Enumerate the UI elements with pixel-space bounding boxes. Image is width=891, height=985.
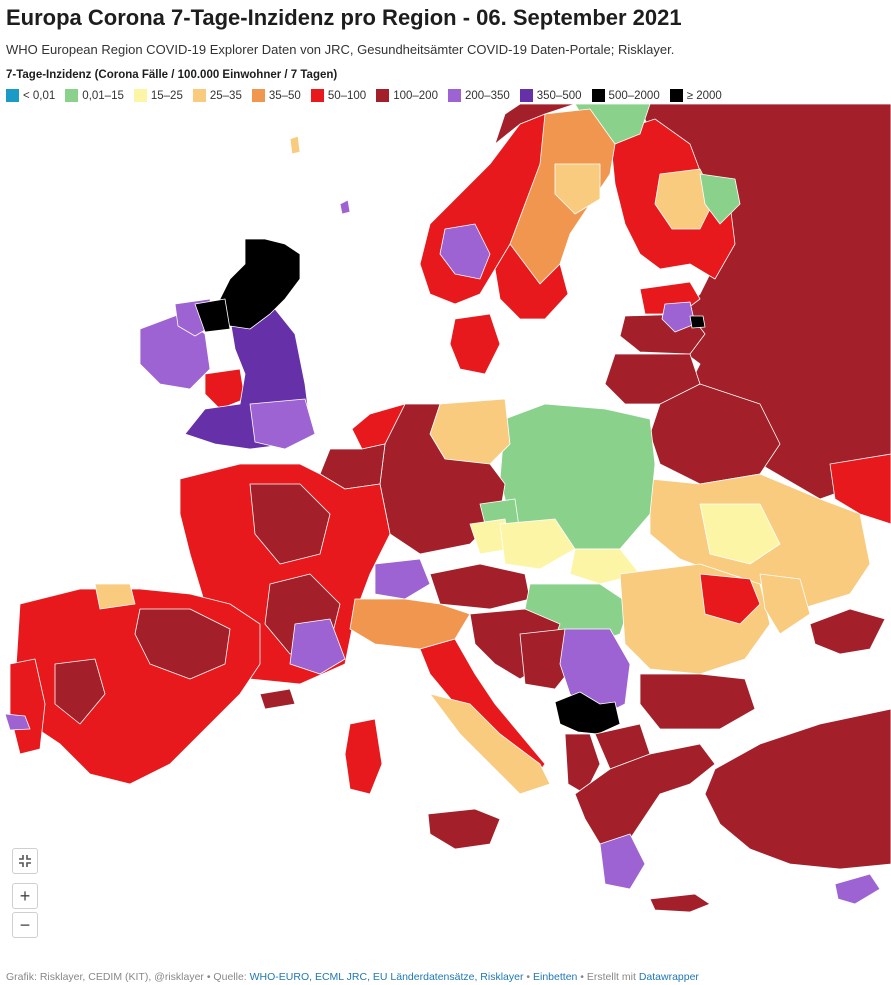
legend-title: 7-Tage-Inzidenz (Corona Fälle / 100.000 … [6, 69, 338, 81]
region-latvia-black[interactable] [689, 315, 706, 329]
legend-swatch [65, 89, 79, 102]
datawrapper-link[interactable]: Datawrapper [638, 971, 699, 983]
legend-label: 100–200 [393, 89, 438, 102]
region-switzerland[interactable] [374, 558, 431, 600]
region-moldova[interactable] [759, 573, 811, 635]
legend-label: 500–2000 [608, 89, 660, 102]
region-wales[interactable] [204, 368, 246, 410]
sources-link[interactable]: WHO-EURO, ECML JRC, EU Länderdatensätze,… [249, 971, 524, 983]
region-portugal[interactable] [9, 658, 46, 755]
collapse-icon [19, 855, 31, 867]
region-ukraine-light[interactable] [699, 503, 781, 565]
region-balearic[interactable] [259, 688, 296, 710]
region-albania[interactable] [564, 733, 601, 795]
legend-label: ≥ 2000 [686, 89, 722, 102]
legend-swatch [310, 89, 324, 102]
region-shetland[interactable] [289, 135, 301, 155]
legend: < 0,01 0,01–15 15–25 25–35 35–50 50–100 … [6, 89, 722, 102]
region-scotland[interactable] [209, 238, 301, 330]
footer-credit: Grafik: Risklayer, CEDIM (KIT), @risklay… [6, 971, 250, 983]
region-portugal-purple[interactable] [4, 713, 31, 731]
region-england-south[interactable] [249, 398, 316, 450]
region-norway-north[interactable] [494, 104, 576, 145]
region-montenegro-kosovo[interactable] [554, 691, 621, 735]
region-turkey[interactable] [704, 708, 891, 870]
region-spain-dark[interactable] [134, 608, 231, 680]
legend-item: 0,01–15 [65, 89, 124, 102]
legend-swatch [376, 89, 390, 102]
chart-title: Europa Corona 7-Tage-Inzidenz pro Region… [6, 5, 682, 30]
region-greece[interactable] [574, 743, 716, 855]
legend-label: 0,01–15 [82, 89, 124, 102]
legend-swatch [447, 89, 461, 102]
legend-swatch [519, 89, 533, 102]
legend-swatch [192, 89, 206, 102]
region-sweden-mid[interactable] [554, 163, 601, 215]
region-spain-dark2[interactable] [54, 658, 106, 725]
legend-item: 25–35 [192, 89, 242, 102]
map-svg[interactable] [0, 104, 891, 962]
legend-label: 200–350 [464, 89, 510, 102]
zoom-in-button[interactable]: + [12, 883, 38, 909]
region-sicily[interactable] [427, 808, 501, 850]
legend-swatch [133, 89, 147, 102]
region-finland-east[interactable] [654, 168, 716, 230]
region-romania-red[interactable] [699, 573, 761, 625]
legend-label: 350–500 [536, 89, 582, 102]
legend-item: 200–350 [447, 89, 510, 102]
fullscreen-button[interactable] [12, 848, 38, 874]
region-faroe[interactable] [339, 199, 351, 215]
legend-item: 350–500 [519, 89, 582, 102]
region-ukraine-red[interactable] [829, 453, 891, 525]
footer-created-with: • Erstellt mit [577, 971, 639, 983]
legend-label: 15–25 [150, 89, 183, 102]
region-greece-purple[interactable] [599, 833, 646, 890]
legend-item: 500–2000 [591, 89, 660, 102]
europe-map[interactable] [0, 104, 891, 962]
legend-item: 35–50 [251, 89, 301, 102]
region-italy-south[interactable] [429, 693, 551, 795]
zoom-out-button[interactable]: − [12, 912, 38, 938]
legend-swatch [251, 89, 265, 102]
legend-item: ≥ 2000 [669, 89, 722, 102]
region-cyprus[interactable] [834, 873, 881, 905]
embed-link[interactable]: Einbetten [533, 971, 578, 983]
legend-swatch [591, 89, 605, 102]
region-france-purple[interactable] [289, 618, 346, 675]
region-czech[interactable] [499, 518, 576, 570]
region-sardinia[interactable] [344, 718, 383, 795]
region-finland-green[interactable] [699, 173, 741, 225]
legend-label: 50–100 [327, 89, 367, 102]
legend-swatch [6, 89, 19, 102]
legend-label: 35–50 [268, 89, 301, 102]
legend-label: < 0,01 [23, 89, 56, 102]
footer-separator: • [523, 971, 533, 983]
region-denmark[interactable] [449, 313, 501, 375]
region-norway-purple[interactable] [439, 223, 491, 280]
region-latvia-purple[interactable] [661, 301, 696, 333]
chart-subtitle: WHO European Region COVID-19 Explorer Da… [6, 42, 675, 57]
footer: Grafik: Risklayer, CEDIM (KIT), @risklay… [6, 971, 699, 983]
legend-swatch [669, 89, 683, 102]
region-sweden-south[interactable] [494, 243, 569, 320]
legend-item: 50–100 [310, 89, 367, 102]
region-crimea[interactable] [809, 608, 886, 655]
legend-item: 15–25 [133, 89, 183, 102]
legend-item: < 0,01 [6, 89, 55, 102]
region-spain-orange[interactable] [94, 583, 136, 610]
legend-label: 25–35 [209, 89, 242, 102]
legend-item: 100–200 [376, 89, 438, 102]
region-bulgaria[interactable] [639, 673, 756, 730]
region-france-dark[interactable] [249, 483, 331, 565]
region-scotland-west[interactable] [194, 298, 231, 333]
region-crete[interactable] [649, 893, 711, 913]
